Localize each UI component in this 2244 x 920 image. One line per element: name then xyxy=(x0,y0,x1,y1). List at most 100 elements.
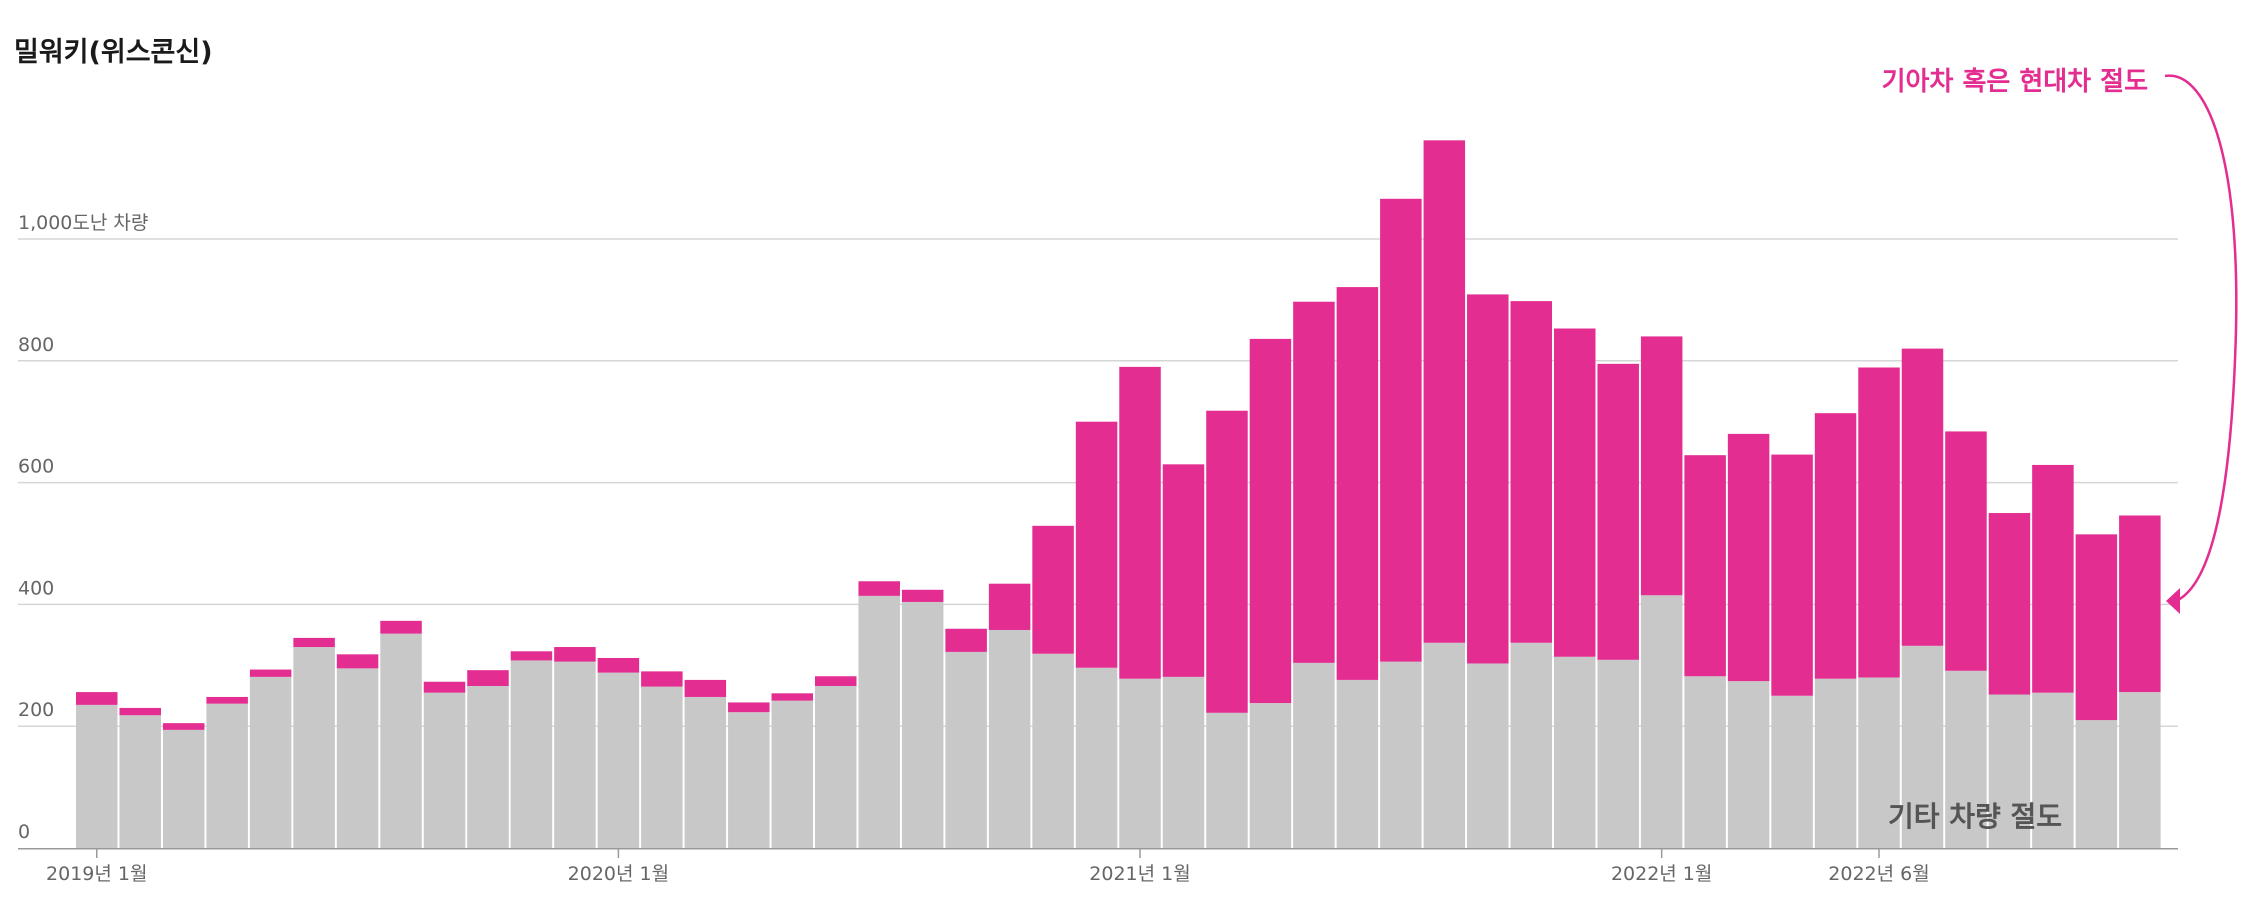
bar-other-theft xyxy=(1032,653,1074,848)
bar-other-theft xyxy=(1814,678,1857,848)
bar-other-theft xyxy=(1727,681,1770,848)
bar-other-theft xyxy=(684,696,727,848)
axes: 0 200 400 600 800 1,000도난 차량 2019년 1월 2020년 1월 2… xyxy=(18,212,2178,885)
bar-other-theft xyxy=(597,672,640,848)
bar-other-theft xyxy=(1684,676,1726,848)
bar-other-theft xyxy=(1336,679,1379,848)
y-tick-label: 0 xyxy=(18,821,30,843)
y-tick-label: 800 xyxy=(18,334,54,356)
annotation-arrow xyxy=(2164,74,2238,602)
bar-other-theft xyxy=(1771,695,1813,848)
bar-kia-hyundai-theft xyxy=(1684,455,1726,677)
bar-kia-hyundai-theft xyxy=(814,676,857,687)
bar-kia-hyundai-theft xyxy=(206,696,248,704)
bar-kia-hyundai-theft xyxy=(1814,413,1857,679)
bar-kia-hyundai-theft xyxy=(597,657,640,673)
arrow-head-icon xyxy=(2166,588,2180,614)
bar-kia-hyundai-theft xyxy=(162,723,205,730)
x-tick-label: 2022년 6월 xyxy=(1828,863,1929,885)
y-unit-label: 1,000도난 차량 xyxy=(18,212,148,234)
x-tick-label: 2022년 1월 xyxy=(1611,863,1712,885)
bar-other-theft xyxy=(249,676,292,848)
bar-kia-hyundai-theft xyxy=(1119,366,1161,679)
bar-other-theft xyxy=(641,686,683,848)
bar-other-theft xyxy=(2032,692,2074,848)
bars xyxy=(76,140,2161,848)
bar-other-theft xyxy=(1553,656,1596,848)
bar-other-theft xyxy=(901,601,944,848)
bar-other-theft xyxy=(510,660,553,848)
bar-other-theft xyxy=(554,661,596,848)
bar-other-theft xyxy=(1162,676,1205,848)
bar-kia-hyundai-theft xyxy=(119,707,161,716)
bar-kia-hyundai-theft xyxy=(423,681,466,693)
bar-other-theft xyxy=(1858,677,1900,848)
y-tick-label: 400 xyxy=(18,577,54,599)
kia-hyundai-annotation: 기아차 혹은 현대차 절도 xyxy=(1882,67,2148,97)
bar-kia-hyundai-theft xyxy=(380,620,422,634)
bar-kia-hyundai-theft xyxy=(1423,140,1466,643)
bar-kia-hyundai-theft xyxy=(1510,301,1553,643)
bar-other-theft xyxy=(2119,692,2161,848)
bar-kia-hyundai-theft xyxy=(1988,513,2031,695)
bar-other-theft xyxy=(1510,642,1553,848)
bar-other-theft xyxy=(1423,642,1466,848)
bar-other-theft xyxy=(1249,703,1292,848)
bar-kia-hyundai-theft xyxy=(1206,410,1248,713)
bar-other-theft xyxy=(945,651,987,848)
bar-other-theft xyxy=(988,629,1031,848)
bar-kia-hyundai-theft xyxy=(1249,338,1292,704)
bar-kia-hyundai-theft xyxy=(1597,363,1639,660)
bar-kia-hyundai-theft xyxy=(988,583,1031,630)
bar-other-theft xyxy=(1075,667,1118,848)
bar-other-theft xyxy=(119,715,161,848)
bar-kia-hyundai-theft xyxy=(1901,348,1944,646)
bar-other-theft xyxy=(1597,659,1639,848)
other-theft-annotation: 기타 차량 절도 xyxy=(1888,800,2062,833)
bar-other-theft xyxy=(1901,645,1944,848)
bar-kia-hyundai-theft xyxy=(1380,198,1422,662)
bar-kia-hyundai-theft xyxy=(249,669,292,677)
bar-kia-hyundai-theft xyxy=(1336,287,1379,680)
bar-kia-hyundai-theft xyxy=(510,651,553,661)
bar-kia-hyundai-theft xyxy=(771,693,814,701)
bar-other-theft xyxy=(1380,661,1422,848)
bar-other-theft xyxy=(1640,595,1683,848)
bar-kia-hyundai-theft xyxy=(1727,433,1770,682)
x-tick-label: 2020년 1월 xyxy=(568,863,669,885)
bar-kia-hyundai-theft xyxy=(293,637,335,648)
bar-kia-hyundai-theft xyxy=(1640,336,1683,596)
bar-other-theft xyxy=(771,700,814,848)
bar-kia-hyundai-theft xyxy=(945,628,987,652)
bar-kia-hyundai-theft xyxy=(1032,525,1074,654)
bar-kia-hyundai-theft xyxy=(641,671,683,687)
x-tick-label: 2019년 1월 xyxy=(46,863,147,885)
bar-other-theft xyxy=(206,703,248,848)
bar-kia-hyundai-theft xyxy=(1553,328,1596,657)
bar-other-theft xyxy=(858,595,900,848)
bar-other-theft xyxy=(2075,720,2118,848)
bar-kia-hyundai-theft xyxy=(1467,294,1509,664)
bar-other-theft xyxy=(336,668,379,848)
bar-other-theft xyxy=(380,633,422,848)
bar-kia-hyundai-theft xyxy=(336,654,379,669)
bar-kia-hyundai-theft xyxy=(2119,515,2161,693)
bar-kia-hyundai-theft xyxy=(858,581,900,596)
bar-other-theft xyxy=(423,692,466,848)
bar-kia-hyundai-theft xyxy=(2032,464,2074,693)
bar-kia-hyundai-theft xyxy=(1293,301,1335,663)
bar-kia-hyundai-theft xyxy=(76,692,118,705)
bar-other-theft xyxy=(814,686,857,848)
x-tick-label: 2021년 1월 xyxy=(1089,863,1190,885)
bar-kia-hyundai-theft xyxy=(1771,454,1813,696)
chart-title: 밀워키(위스콘신) xyxy=(14,37,213,68)
bar-other-theft xyxy=(1293,662,1335,848)
bar-other-theft xyxy=(1119,678,1161,848)
bar-kia-hyundai-theft xyxy=(1075,421,1118,668)
bar-kia-hyundai-theft xyxy=(728,702,770,713)
bar-kia-hyundai-theft xyxy=(1945,431,1987,671)
bar-other-theft xyxy=(293,647,335,848)
bar-kia-hyundai-theft xyxy=(554,647,596,662)
